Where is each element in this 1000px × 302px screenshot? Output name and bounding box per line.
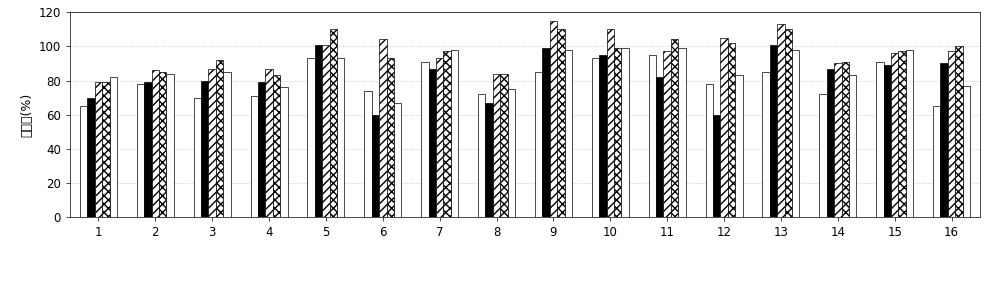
- Bar: [565, 50, 572, 217]
- Bar: [542, 48, 550, 217]
- Bar: [607, 29, 614, 217]
- Bar: [706, 84, 713, 217]
- Bar: [478, 94, 485, 217]
- Bar: [251, 96, 258, 217]
- Bar: [663, 51, 671, 217]
- Bar: [451, 50, 458, 217]
- Bar: [906, 50, 913, 217]
- Bar: [379, 40, 387, 217]
- Bar: [493, 74, 500, 217]
- Bar: [273, 76, 280, 217]
- Bar: [258, 82, 265, 217]
- Bar: [95, 82, 102, 217]
- Bar: [785, 29, 792, 217]
- Bar: [265, 69, 273, 217]
- Bar: [500, 74, 508, 217]
- Bar: [152, 70, 159, 217]
- Bar: [955, 46, 963, 217]
- Bar: [940, 63, 948, 217]
- Bar: [372, 115, 379, 217]
- Bar: [443, 51, 451, 217]
- Bar: [436, 58, 443, 217]
- Bar: [102, 82, 110, 217]
- Bar: [649, 55, 656, 217]
- Bar: [110, 77, 117, 217]
- Bar: [671, 40, 678, 217]
- Bar: [194, 98, 201, 217]
- Bar: [770, 45, 777, 217]
- Bar: [535, 72, 542, 217]
- Bar: [208, 69, 216, 217]
- Bar: [144, 82, 152, 217]
- Bar: [678, 48, 686, 217]
- Bar: [891, 53, 898, 217]
- Bar: [550, 21, 557, 217]
- Bar: [599, 55, 607, 217]
- Bar: [933, 106, 940, 217]
- Bar: [364, 91, 372, 217]
- Bar: [421, 62, 429, 217]
- Bar: [429, 69, 436, 217]
- Bar: [216, 60, 223, 217]
- Bar: [80, 106, 87, 217]
- Bar: [137, 84, 144, 217]
- Bar: [280, 87, 288, 217]
- Bar: [223, 72, 231, 217]
- Bar: [728, 43, 735, 217]
- Bar: [884, 65, 891, 217]
- Bar: [777, 24, 785, 217]
- Bar: [963, 86, 970, 217]
- Bar: [948, 51, 955, 217]
- Bar: [315, 45, 322, 217]
- Bar: [834, 63, 842, 217]
- Bar: [485, 103, 493, 217]
- Bar: [735, 76, 743, 217]
- Bar: [827, 69, 834, 217]
- Bar: [201, 81, 208, 217]
- Bar: [394, 103, 401, 217]
- Bar: [621, 48, 629, 217]
- Bar: [557, 29, 565, 217]
- Bar: [87, 98, 95, 217]
- Bar: [792, 50, 799, 217]
- Bar: [842, 62, 849, 217]
- Bar: [337, 58, 344, 217]
- Bar: [762, 72, 770, 217]
- Bar: [656, 77, 663, 217]
- Bar: [159, 72, 166, 217]
- Bar: [849, 76, 856, 217]
- Bar: [322, 45, 330, 217]
- Bar: [876, 62, 884, 217]
- Bar: [166, 74, 174, 217]
- Bar: [592, 58, 599, 217]
- Bar: [713, 115, 720, 217]
- Bar: [614, 48, 621, 217]
- Bar: [819, 94, 827, 217]
- Bar: [387, 58, 394, 217]
- Bar: [307, 58, 315, 217]
- Bar: [330, 29, 337, 217]
- Y-axis label: 回收率(%): 回收率(%): [20, 93, 33, 137]
- Bar: [898, 51, 906, 217]
- Bar: [720, 38, 728, 217]
- Bar: [508, 89, 515, 217]
